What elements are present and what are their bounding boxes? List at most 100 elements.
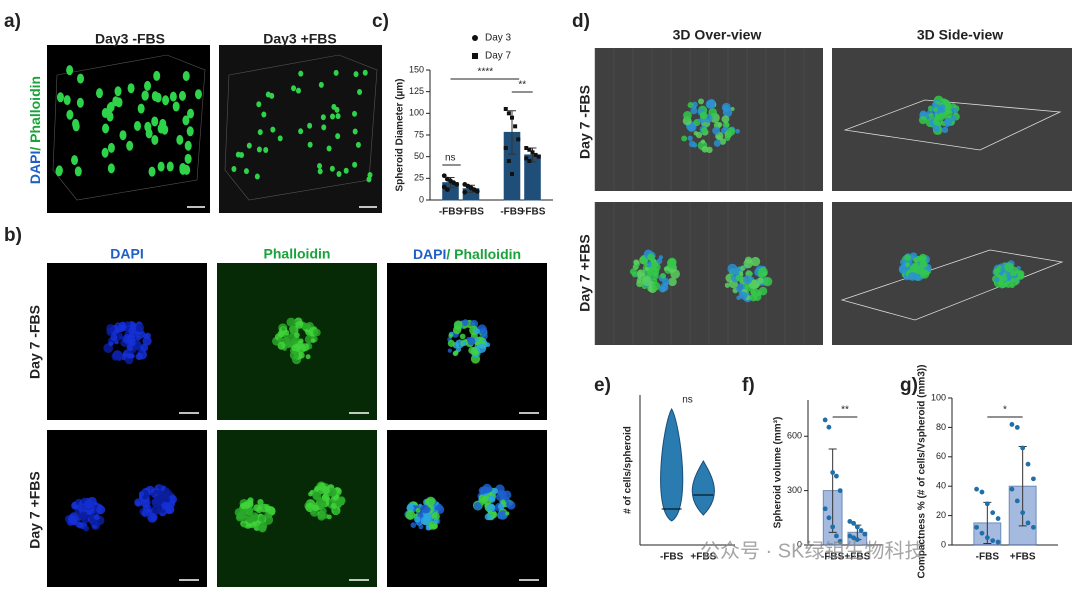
cell xyxy=(651,282,661,291)
spheroid xyxy=(318,81,324,88)
cell xyxy=(406,504,415,512)
y-tick-label: 150 xyxy=(409,64,424,74)
cell xyxy=(447,348,452,353)
spheroid xyxy=(187,108,195,119)
cell xyxy=(488,495,495,502)
cell xyxy=(998,271,1004,276)
box-outline xyxy=(840,249,1064,321)
data-point xyxy=(441,173,447,179)
cell xyxy=(933,107,938,112)
cell xyxy=(750,288,756,295)
data-point xyxy=(1014,498,1020,504)
cell xyxy=(321,493,330,502)
cell xyxy=(729,267,736,275)
cell xyxy=(473,349,479,356)
cell xyxy=(739,291,748,300)
cell xyxy=(928,112,934,119)
cell xyxy=(405,510,416,520)
data-point xyxy=(837,538,843,544)
cell xyxy=(716,135,722,140)
data-point xyxy=(979,489,985,495)
data-point xyxy=(510,115,514,120)
cell xyxy=(1004,280,1013,288)
cell xyxy=(89,518,97,526)
cell xyxy=(693,131,699,136)
cell xyxy=(934,115,940,121)
cell xyxy=(135,323,145,333)
cell xyxy=(631,271,638,278)
cell xyxy=(286,317,296,327)
cell xyxy=(135,501,141,506)
cell xyxy=(939,104,946,110)
cell xyxy=(500,499,506,505)
cell xyxy=(296,343,307,353)
cell xyxy=(478,486,487,495)
cell xyxy=(114,339,119,345)
cell xyxy=(698,98,704,105)
cell xyxy=(941,126,949,134)
cell xyxy=(473,502,482,511)
data-point xyxy=(984,501,990,507)
cell xyxy=(94,521,100,527)
cell xyxy=(277,341,286,350)
cell xyxy=(124,321,131,327)
y-tick-label: 40 xyxy=(936,481,946,491)
spheroid xyxy=(162,95,170,106)
spheroid xyxy=(246,142,252,149)
spheroid xyxy=(184,140,192,151)
spheroid xyxy=(112,96,120,107)
cell xyxy=(697,118,702,123)
spheroid xyxy=(101,108,109,119)
data-point xyxy=(851,520,856,526)
cell xyxy=(690,107,698,115)
cell xyxy=(290,337,299,345)
data-point xyxy=(995,516,1001,521)
data-point xyxy=(1020,445,1026,451)
cell xyxy=(726,127,736,136)
cell xyxy=(724,282,731,288)
spheroid xyxy=(95,88,103,99)
x-tick-label: +FBS xyxy=(690,552,716,563)
cell xyxy=(735,270,740,275)
cell xyxy=(420,504,430,514)
spheroid xyxy=(352,110,358,117)
cell xyxy=(314,485,320,491)
cell xyxy=(295,320,304,329)
cell xyxy=(242,501,251,510)
cell xyxy=(933,125,940,132)
data-point xyxy=(503,146,508,150)
cell xyxy=(719,138,727,145)
cell xyxy=(918,115,928,125)
cell xyxy=(147,508,153,514)
spheroid xyxy=(144,80,152,91)
cell xyxy=(130,353,135,359)
spheroid xyxy=(194,89,202,100)
data-point xyxy=(979,530,985,536)
error-bar xyxy=(828,448,837,533)
spheroid xyxy=(291,85,297,92)
spheroid xyxy=(107,163,115,174)
cell xyxy=(265,506,271,512)
significance: ns xyxy=(445,153,456,164)
spheroid xyxy=(179,164,187,175)
y-tick-label: 25 xyxy=(414,173,424,183)
data-point xyxy=(837,488,843,494)
data-point xyxy=(974,486,979,492)
cell xyxy=(140,499,150,508)
cell xyxy=(724,135,731,142)
image xyxy=(832,202,1072,345)
data-point xyxy=(444,187,450,193)
spheroid xyxy=(334,106,340,113)
spheroid xyxy=(330,113,336,120)
data-point xyxy=(984,535,990,541)
spheroid xyxy=(352,161,358,168)
data-point xyxy=(851,535,856,541)
cell xyxy=(168,494,178,504)
cell xyxy=(701,126,708,134)
cell xyxy=(285,342,290,347)
cell xyxy=(474,337,479,342)
spheroid xyxy=(151,116,159,127)
cell xyxy=(93,514,100,521)
cell xyxy=(326,514,332,520)
data-point xyxy=(826,515,832,521)
